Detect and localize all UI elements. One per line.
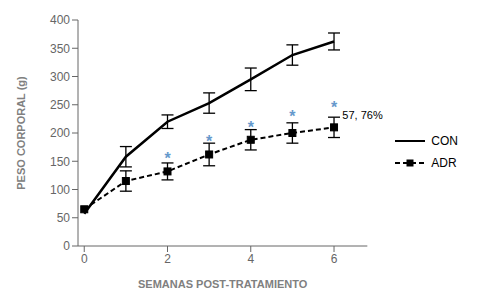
svg-text:100: 100	[50, 183, 70, 197]
svg-text:*: *	[331, 99, 338, 116]
svg-text:6: 6	[331, 252, 338, 266]
svg-text:400: 400	[50, 13, 70, 27]
svg-text:300: 300	[50, 70, 70, 84]
svg-text:*: *	[206, 133, 213, 150]
svg-text:*: *	[164, 150, 171, 167]
svg-text:*: *	[248, 119, 255, 136]
svg-text:50: 50	[57, 211, 71, 225]
svg-text:200: 200	[50, 126, 70, 140]
svg-text:0: 0	[81, 252, 88, 266]
svg-text:150: 150	[50, 155, 70, 169]
svg-text:PESO CORPORAL (g): PESO CORPORAL (g)	[15, 76, 27, 190]
svg-text:0: 0	[63, 239, 70, 253]
svg-text:2: 2	[164, 252, 171, 266]
html-text:ADR: ADR	[431, 156, 457, 170]
svg-text:250: 250	[50, 98, 70, 112]
svg-text:57, 76%: 57, 76%	[342, 109, 383, 121]
svg-text:*: *	[289, 108, 296, 125]
svg-text:4: 4	[247, 252, 254, 266]
svg-text:SEMANAS POST-TRATAMIENTO: SEMANAS POST-TRATAMIENTO	[138, 278, 308, 290]
svg-text:350: 350	[50, 42, 70, 56]
html-text:CON: CON	[431, 134, 458, 148]
